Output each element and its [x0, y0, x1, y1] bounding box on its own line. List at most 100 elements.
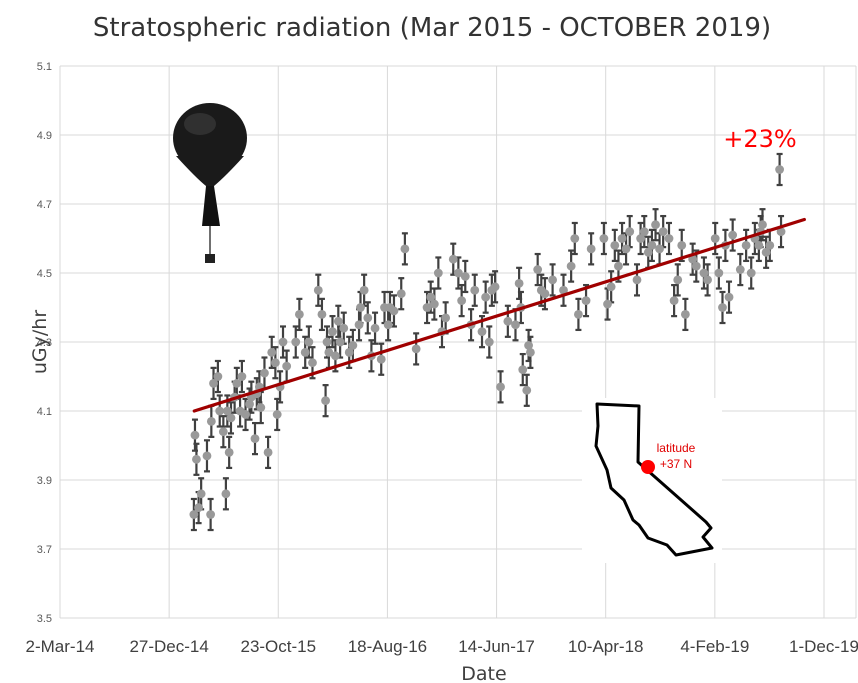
- data-point: [484, 337, 494, 347]
- data-point: [192, 454, 201, 464]
- x-tick-labels: 2-Mar-14 27-Dec-14 23-Oct-15 18-Aug-16 14-Ju…: [26, 637, 858, 656]
- y-tick-label: 4.1: [37, 406, 52, 418]
- data-point: [237, 372, 247, 381]
- data-point: [503, 316, 513, 326]
- data-point: [710, 234, 720, 243]
- data-point: [429, 299, 439, 309]
- latitude-label: latitude: [657, 441, 696, 455]
- data-point: [294, 310, 304, 319]
- data-point: [356, 303, 365, 312]
- data-point: [655, 244, 664, 254]
- data-point: [490, 282, 500, 292]
- data-point: [308, 358, 317, 368]
- data-point: [724, 292, 734, 302]
- data-point: [718, 303, 727, 312]
- data-point: [651, 220, 660, 230]
- data-point: [321, 396, 330, 406]
- data-point: [673, 275, 683, 285]
- data-point: [222, 406, 232, 416]
- data-point: [761, 247, 771, 257]
- data-point: [496, 382, 505, 392]
- data-point: [250, 434, 260, 443]
- data-point: [206, 416, 216, 426]
- data-point: [699, 268, 709, 278]
- data-point: [213, 372, 223, 381]
- data-point: [691, 261, 701, 271]
- trend-line: [192, 217, 806, 413]
- data-point: [540, 289, 550, 299]
- y-tick-label: 4.7: [37, 199, 52, 211]
- y-tick-labels: 3.5 3.7 3.9 4.1 4.3 4.5 4.7 4.9 5.1: [37, 61, 52, 625]
- data-point: [636, 234, 646, 243]
- data-point: [658, 227, 668, 237]
- data-point: [263, 448, 273, 457]
- data-point: [224, 448, 234, 457]
- california-outline: [594, 402, 714, 557]
- data-point: [400, 244, 410, 254]
- data-point: [190, 430, 200, 440]
- data-point: [370, 323, 380, 333]
- data-point: [272, 410, 282, 419]
- data-point: [639, 227, 649, 237]
- data-point: [470, 285, 480, 295]
- data-point: [754, 241, 764, 250]
- data-point: [282, 361, 292, 371]
- data-point: [574, 310, 583, 319]
- data-point: [632, 275, 642, 285]
- data-point: [335, 337, 345, 347]
- data-point: [677, 241, 687, 250]
- x-tick-label: 27-Dec-14: [129, 637, 208, 656]
- data-point: [324, 347, 334, 357]
- data-point: [300, 347, 310, 357]
- data-point: [396, 289, 406, 299]
- data-point: [533, 265, 543, 274]
- data-point: [680, 310, 690, 319]
- data-point: [599, 234, 609, 243]
- data-point: [703, 275, 712, 285]
- y-tick-label: 4.9: [37, 130, 52, 142]
- data-point: [339, 323, 349, 333]
- data-point: [610, 241, 620, 250]
- data-point: [241, 410, 250, 419]
- data-point: [548, 275, 557, 285]
- data-point: [221, 489, 231, 499]
- x-tick-label: 2-Mar-14: [26, 637, 95, 656]
- data-point: [196, 489, 206, 499]
- data-point: [260, 368, 269, 378]
- data-point: [741, 241, 751, 250]
- data-point: [194, 503, 204, 512]
- y-tick-label: 4.5: [37, 268, 52, 280]
- data-point: [426, 292, 436, 302]
- x-tick-label: 14-Jun-17: [458, 637, 535, 656]
- data-point: [256, 403, 266, 412]
- y-axis-title: uGy/hr: [29, 310, 51, 374]
- location-marker: [641, 460, 655, 474]
- data-point: [328, 327, 337, 337]
- data-point: [570, 234, 580, 243]
- data-point: [359, 285, 369, 295]
- data-point: [322, 337, 332, 347]
- data-point: [776, 227, 786, 237]
- data-point: [330, 351, 340, 361]
- data-point: [688, 254, 698, 264]
- data-point: [765, 241, 775, 250]
- data-point: [348, 341, 358, 350]
- data-point: [433, 268, 443, 278]
- data-point: [566, 261, 576, 271]
- data-point: [559, 285, 568, 295]
- data-point: [669, 296, 679, 305]
- data-point: [189, 510, 199, 519]
- balloon-illustration: [173, 103, 247, 263]
- latitude-value: +37 N: [660, 457, 692, 471]
- data-point: [511, 320, 520, 330]
- data-point: [625, 227, 635, 237]
- data-point: [232, 379, 242, 388]
- data-point: [481, 292, 491, 302]
- y-tick-label: 3.5: [37, 613, 52, 625]
- data-point: [354, 320, 364, 330]
- x-tick-label: 18-Aug-16: [348, 637, 427, 656]
- y-tick-label: 3.9: [37, 475, 52, 487]
- data-point: [333, 316, 343, 326]
- x-tick-label: 10-Apr-18: [568, 637, 644, 656]
- data-point: [581, 296, 591, 305]
